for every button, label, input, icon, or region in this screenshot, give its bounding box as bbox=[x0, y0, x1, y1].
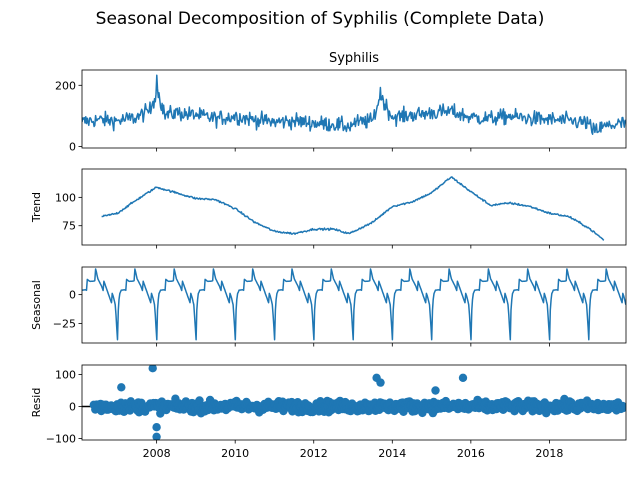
xtick-label: 2010 bbox=[221, 447, 249, 460]
ytick-label-resid: −100 bbox=[46, 432, 76, 445]
axes-frame-observed bbox=[81, 69, 627, 149]
panel-title-observed: Syphilis bbox=[329, 51, 379, 66]
ylabel-trend: Trend bbox=[30, 192, 43, 223]
panel-seasonal: −25 0 Seasonal bbox=[30, 266, 627, 347]
resid-outlier bbox=[152, 423, 161, 432]
xtick-label: 2016 bbox=[457, 447, 485, 460]
xtick-label: 2018 bbox=[535, 447, 563, 460]
series-line-seasonal bbox=[82, 268, 626, 341]
resid-outlier bbox=[117, 383, 126, 392]
ytick-label-resid: 100 bbox=[55, 369, 76, 382]
figure-suptitle: Seasonal Decomposition of Syphilis (Comp… bbox=[96, 9, 545, 29]
panels-group: 0 200 Syphilis 75 100 Trend −25 0 Seasonal −100 0 1… bbox=[30, 51, 627, 460]
resid-outlier bbox=[152, 432, 161, 440]
series-line-observed bbox=[82, 74, 626, 135]
ytick-label-observed: 0 bbox=[69, 140, 76, 153]
axes-frame-resid bbox=[81, 364, 627, 441]
resid-outlier bbox=[431, 386, 440, 395]
series-line-trend bbox=[101, 176, 605, 241]
resid-outlier bbox=[376, 378, 385, 387]
ytick-label-trend: 100 bbox=[55, 191, 76, 204]
ylabel-seasonal: Seasonal bbox=[30, 280, 43, 330]
panel-resid: −100 0 100 2008 2010 2012 2014 2016 2018 Resid bbox=[30, 364, 627, 460]
xtick-label: 2012 bbox=[300, 447, 328, 460]
plot-area-resid bbox=[82, 365, 626, 440]
plot-area-seasonal bbox=[82, 268, 626, 341]
axes-frame-seasonal bbox=[81, 266, 627, 344]
ylabel-resid: Resid bbox=[30, 388, 43, 418]
plot-area-trend bbox=[101, 176, 605, 241]
xtick-label: 2014 bbox=[378, 447, 406, 460]
resid-points bbox=[89, 365, 626, 440]
ytick-label-trend: 75 bbox=[62, 220, 76, 233]
resid-outlier bbox=[458, 373, 468, 382]
panel-trend: 75 100 Trend bbox=[30, 168, 627, 249]
ytick-label-seasonal: −25 bbox=[53, 317, 76, 330]
axes-frame-trend bbox=[81, 168, 627, 246]
plot-area-observed bbox=[82, 74, 626, 135]
ytick-label-seasonal: 0 bbox=[69, 289, 76, 302]
xtick-label: 2008 bbox=[143, 447, 171, 460]
resid-point bbox=[619, 402, 626, 411]
ytick-label-resid: 0 bbox=[69, 400, 76, 413]
ytick-label-observed: 200 bbox=[55, 79, 76, 92]
resid-outlier bbox=[148, 365, 157, 373]
panel-observed: 0 200 Syphilis bbox=[55, 51, 627, 153]
